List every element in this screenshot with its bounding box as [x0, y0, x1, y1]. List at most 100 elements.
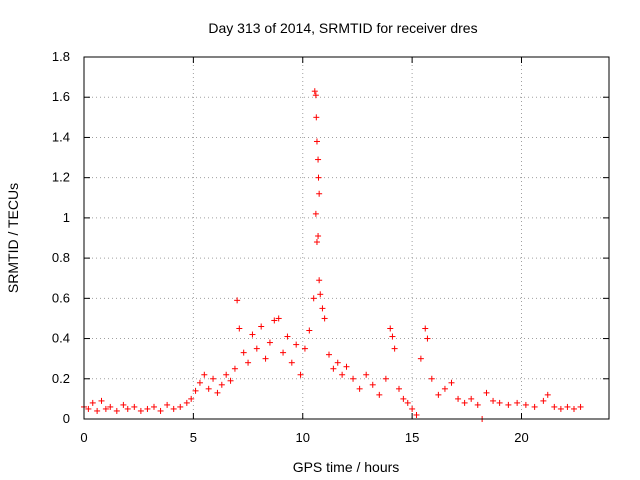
- data-point: [468, 395, 475, 402]
- data-point: [258, 323, 265, 330]
- y-tick-label: 1.4: [52, 129, 70, 144]
- data-point: [210, 375, 217, 382]
- data-point: [192, 387, 199, 394]
- data-point: [201, 371, 208, 378]
- grid: [84, 57, 609, 419]
- data-point: [188, 395, 195, 402]
- data-point: [343, 363, 350, 370]
- data-point: [321, 315, 328, 322]
- data-point: [315, 174, 322, 181]
- data-point: [107, 403, 114, 410]
- data-point: [330, 365, 337, 372]
- data-point: [218, 381, 225, 388]
- data-point: [120, 401, 127, 408]
- data-point: [319, 305, 326, 312]
- data-point: [315, 156, 322, 163]
- y-tick-label: 1: [63, 210, 70, 225]
- data-point: [350, 375, 357, 382]
- x-axis-title: GPS time / hours: [293, 459, 400, 475]
- data-point: [422, 325, 429, 332]
- y-tick-label: 0.6: [52, 290, 70, 305]
- data-point: [227, 377, 234, 384]
- y-tick-label: 1.2: [52, 170, 70, 185]
- data-point: [196, 379, 203, 386]
- data-point: [280, 349, 287, 356]
- y-tick-label: 0.2: [52, 371, 70, 386]
- data-point: [170, 405, 177, 412]
- data-point: [306, 327, 313, 334]
- data-point: [205, 385, 212, 392]
- data-point: [157, 407, 164, 414]
- data-point: [551, 403, 558, 410]
- y-tick-label: 0.8: [52, 250, 70, 265]
- data-point: [317, 291, 324, 298]
- x-tick-label: 5: [190, 430, 197, 445]
- data-point: [334, 359, 341, 366]
- data-point: [245, 359, 252, 366]
- data-point: [435, 391, 442, 398]
- data-point: [249, 331, 256, 338]
- data-point: [231, 365, 238, 372]
- data-point: [571, 405, 577, 412]
- data-point: [223, 371, 230, 378]
- data-point: [94, 407, 101, 414]
- y-tick-label: 1.6: [52, 89, 70, 104]
- data-point: [137, 407, 144, 414]
- data-point: [262, 355, 269, 362]
- data-point: [313, 239, 320, 246]
- data-point: [253, 345, 260, 352]
- data-point: [316, 190, 323, 197]
- data-point: [89, 399, 96, 406]
- data-point: [339, 371, 346, 378]
- data-point: [391, 345, 398, 352]
- data-point: [312, 210, 319, 217]
- data-point: [313, 114, 320, 121]
- data-point: [448, 379, 455, 386]
- data-point: [564, 403, 571, 410]
- data-point: [183, 399, 190, 406]
- data-point: [413, 411, 420, 418]
- data-point: [98, 397, 105, 404]
- data-points: [81, 88, 584, 422]
- data-point: [522, 401, 529, 408]
- data-point: [312, 92, 319, 99]
- data-point: [474, 401, 481, 408]
- plot-frame: [83, 56, 610, 420]
- data-point: [428, 375, 435, 382]
- y-tick-labels: 0 0.2 0.4 0.6 0.8 1 1.2 1.4 1.6 1.8: [52, 49, 70, 426]
- data-point: [288, 359, 295, 366]
- x-tick-label: 15: [405, 430, 419, 445]
- x-tick-label: 20: [514, 430, 528, 445]
- data-point: [131, 403, 138, 410]
- data-point: [271, 317, 278, 324]
- data-point: [531, 403, 538, 410]
- data-point: [363, 371, 370, 378]
- data-point: [356, 385, 363, 392]
- x-tick-labels: 0 5 10 15 20: [80, 430, 528, 445]
- data-point: [417, 355, 424, 362]
- data-point: [151, 403, 157, 410]
- data-point: [315, 232, 322, 239]
- data-point: [483, 389, 490, 396]
- data-point: [326, 351, 332, 358]
- data-point: [316, 277, 323, 284]
- data-point: [234, 297, 241, 304]
- y-tick-label: 1.8: [52, 49, 70, 64]
- data-point: [236, 325, 243, 332]
- data-point: [214, 389, 221, 396]
- data-point: [85, 405, 92, 412]
- data-point: [424, 335, 431, 342]
- data-point: [297, 371, 304, 378]
- chart-title: Day 313 of 2014, SRMTID for receiver dre…: [208, 20, 477, 36]
- data-point: [301, 345, 308, 352]
- data-point: [240, 349, 247, 356]
- data-point: [144, 405, 151, 412]
- data-point: [409, 405, 416, 412]
- data-point: [310, 295, 317, 302]
- data-point: [284, 333, 291, 340]
- data-point: [577, 403, 584, 410]
- data-point: [387, 325, 394, 332]
- data-point: [293, 341, 300, 348]
- data-point: [505, 401, 512, 408]
